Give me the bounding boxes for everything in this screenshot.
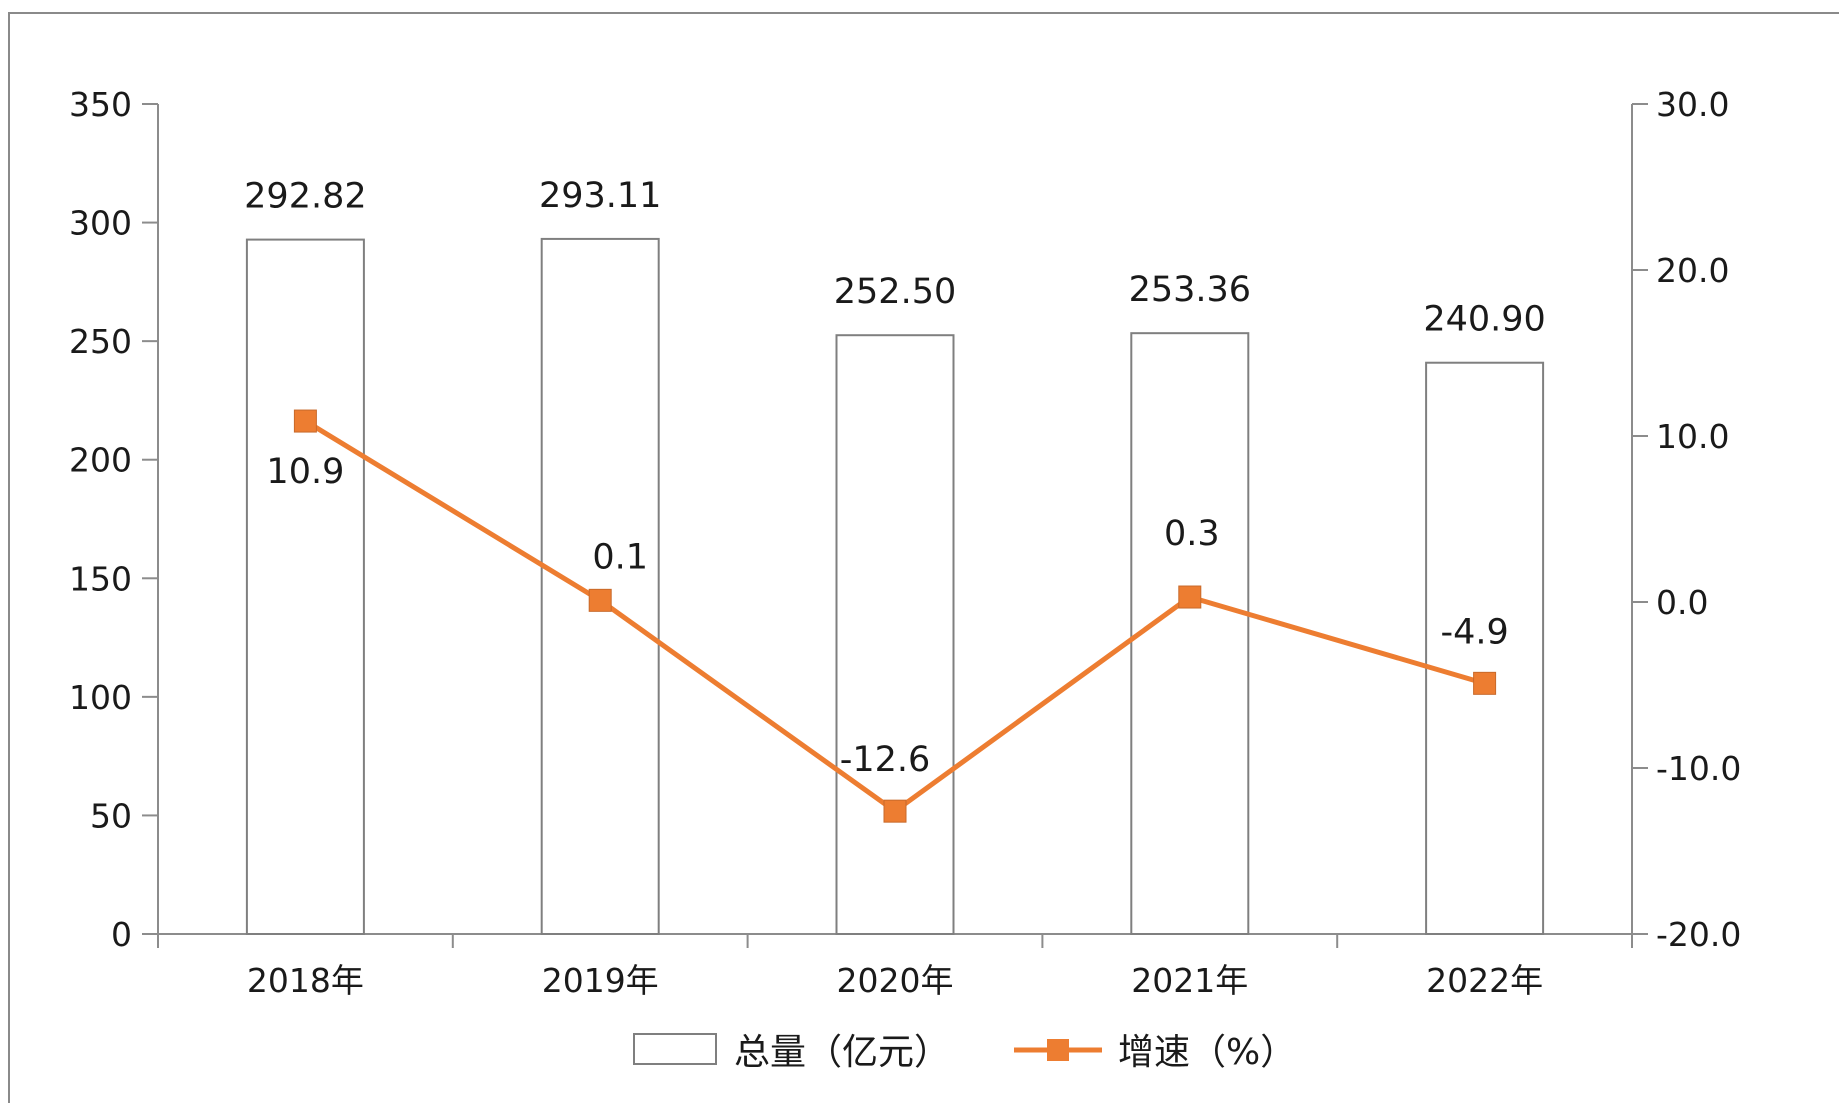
left-axis-tick-label: 250 bbox=[69, 322, 132, 361]
left-axis-tick-label: 300 bbox=[69, 204, 132, 243]
left-axis-tick-label: 150 bbox=[69, 559, 132, 598]
growth-marker bbox=[293, 409, 317, 433]
x-axis-tick-label: 2020年 bbox=[837, 961, 954, 1000]
right-axis-tick-label: 10.0 bbox=[1656, 417, 1729, 456]
legend-line-marker bbox=[1047, 1039, 1069, 1061]
x-axis-tick-label: 2018年 bbox=[247, 961, 364, 1000]
right-axis-tick-label: -20.0 bbox=[1656, 915, 1741, 954]
bar-data-label: 240.90 bbox=[1423, 300, 1545, 340]
line-data-label: -4.9 bbox=[1440, 612, 1508, 652]
growth-marker bbox=[1178, 585, 1202, 609]
left-axis-tick-label: 50 bbox=[90, 796, 132, 835]
legend-bar-swatch bbox=[633, 1033, 717, 1065]
x-axis-tick-label: 2019年 bbox=[542, 961, 659, 1000]
bar bbox=[1130, 332, 1250, 935]
growth-marker bbox=[588, 588, 612, 612]
legend-line-label: 增速（%） bbox=[1118, 1032, 1296, 1073]
left-axis-tick-label: 0 bbox=[111, 915, 132, 954]
legend-bar-label: 总量（亿元） bbox=[734, 1032, 950, 1073]
x-axis-tick-label: 2022年 bbox=[1426, 961, 1543, 1000]
x-axis-tick-label: 2021年 bbox=[1131, 961, 1248, 1000]
bar-data-label: 292.82 bbox=[244, 177, 366, 217]
bar-data-label: 253.36 bbox=[1129, 270, 1251, 310]
bar-data-label: 252.50 bbox=[834, 272, 956, 312]
line-data-label: 0.3 bbox=[1164, 514, 1220, 554]
left-axis-tick-label: 200 bbox=[69, 441, 132, 480]
bar bbox=[835, 334, 955, 935]
right-axis-tick-label: 0.0 bbox=[1656, 583, 1708, 622]
left-axis-tick-label: 100 bbox=[69, 678, 132, 717]
bar-data-label: 293.11 bbox=[539, 176, 661, 216]
bar bbox=[1425, 361, 1545, 936]
line-data-label: 10.9 bbox=[266, 452, 344, 492]
right-axis-tick-label: -10.0 bbox=[1656, 749, 1741, 788]
line-data-label: 0.1 bbox=[592, 537, 648, 577]
chart-frame bbox=[8, 12, 1839, 1103]
growth-marker bbox=[883, 799, 907, 823]
bar bbox=[245, 238, 365, 936]
right-axis-tick-label: 20.0 bbox=[1656, 251, 1729, 290]
growth-marker bbox=[1473, 671, 1497, 695]
left-axis-tick-label: 350 bbox=[69, 85, 132, 124]
bar bbox=[540, 237, 660, 935]
line-data-label: -12.6 bbox=[840, 740, 931, 780]
right-axis-tick-label: 30.0 bbox=[1656, 85, 1729, 124]
